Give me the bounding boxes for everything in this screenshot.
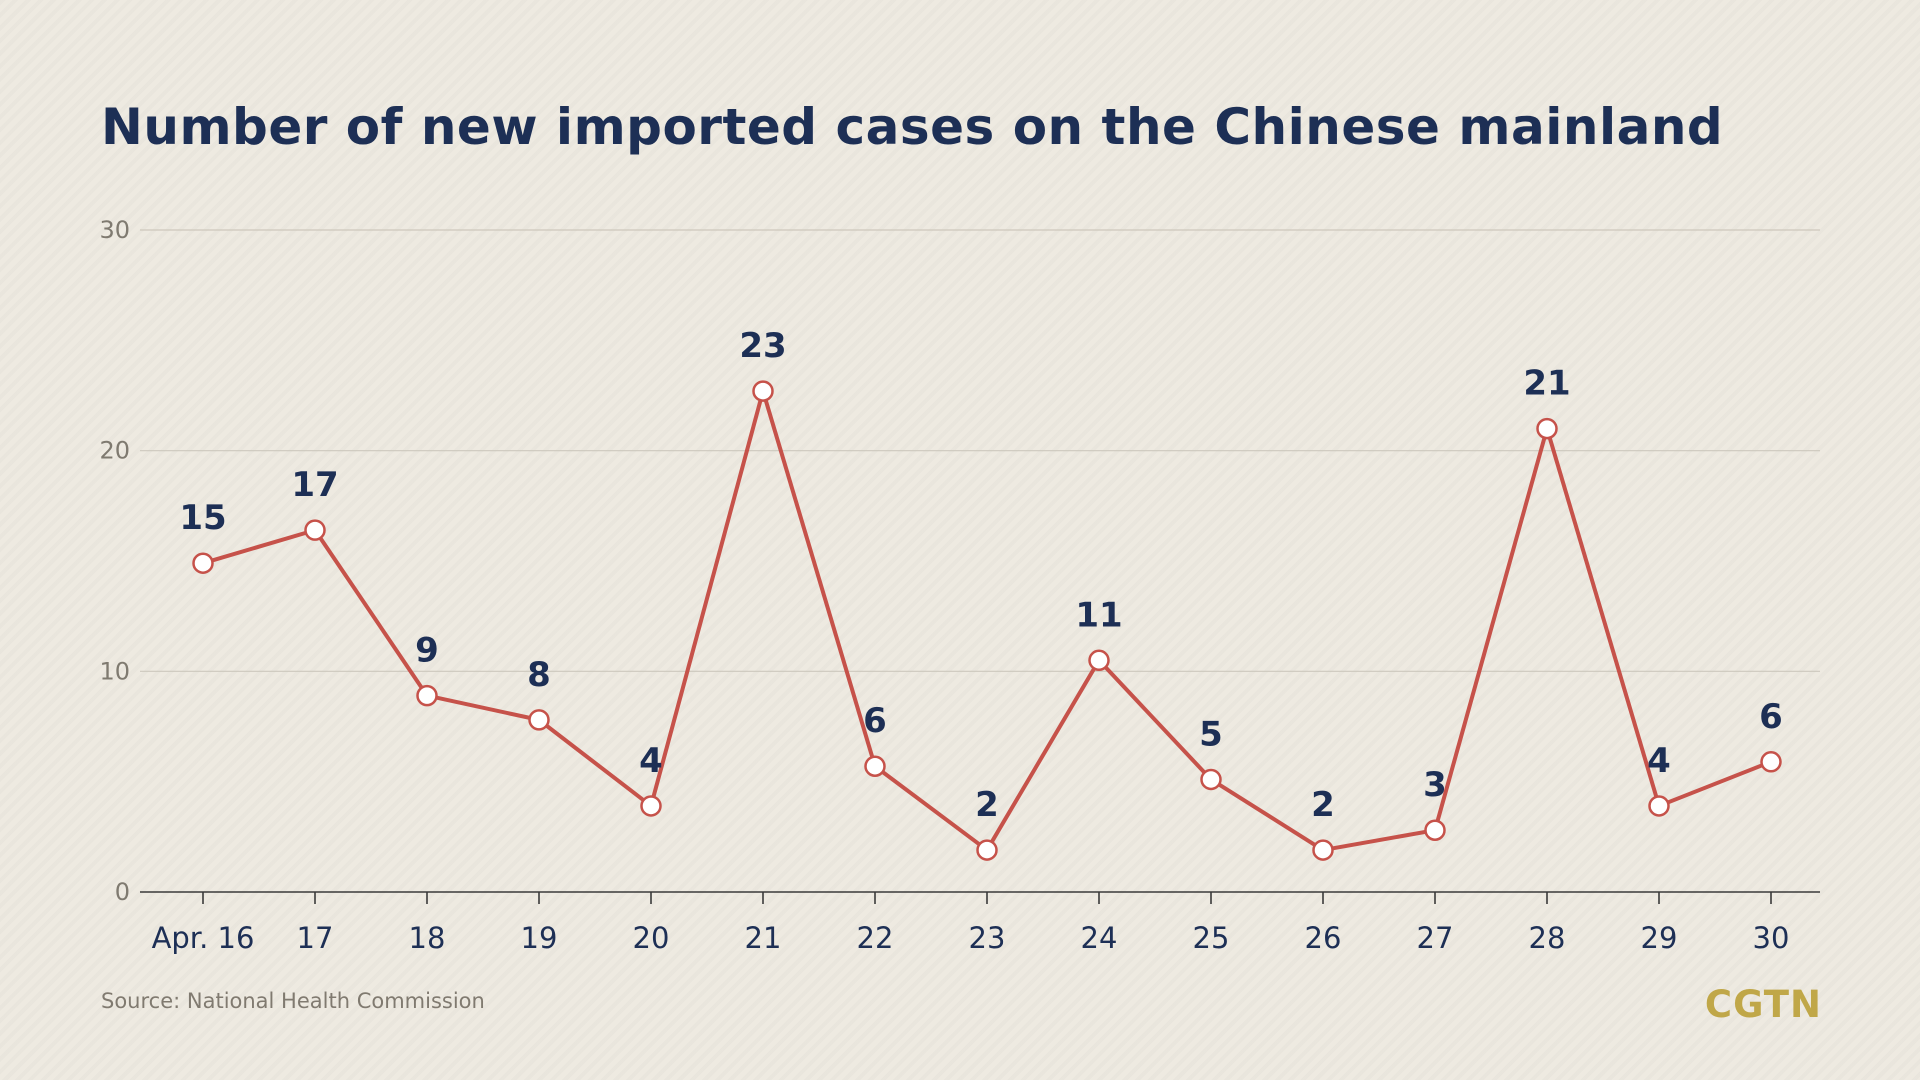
x-tick-label-9: 25 [1193, 921, 1230, 955]
data-point-0 [192, 552, 214, 574]
x-axis-tick-labels: Apr. 16 17 18 19 20 21 22 23 24 25 26 27 28 29 30 [152, 921, 1790, 955]
data-label-0: 15 [179, 498, 226, 538]
source-note: Source: National Health Commission [101, 989, 485, 1013]
x-tick-label-7: 23 [969, 921, 1006, 955]
data-label-5: 23 [739, 326, 786, 366]
data-point-7 [976, 839, 998, 861]
x-tick-label-5: 21 [745, 921, 782, 955]
x-tick-label-8: 24 [1081, 921, 1118, 955]
series-line [202, 389, 1772, 853]
data-label-9: 5 [1199, 714, 1223, 754]
data-point-10 [1312, 839, 1334, 861]
x-tick-label-6: 22 [857, 921, 894, 955]
data-point-14 [1760, 751, 1782, 773]
x-tick-label-14: 30 [1753, 921, 1790, 955]
x-tick-label-13: 29 [1641, 921, 1678, 955]
data-point-1 [304, 519, 326, 541]
data-point-3 [528, 709, 550, 731]
data-label-2: 9 [415, 631, 439, 671]
data-label-6: 6 [863, 701, 887, 741]
data-point-2 [416, 684, 438, 707]
data-label-7: 2 [975, 785, 999, 825]
x-tick-label-10: 26 [1305, 921, 1342, 955]
x-tick-label-4: 20 [633, 921, 670, 955]
data-point-13 [1648, 795, 1670, 817]
data-point-11 [1424, 819, 1446, 841]
x-tick-label-2: 18 [409, 921, 446, 955]
y-tick-label-30: 30 [99, 216, 130, 244]
x-tick-label-1: 17 [297, 921, 334, 955]
cgtn-logo: CGTN [1704, 983, 1822, 1026]
y-tick-label-0: 0 [115, 878, 130, 906]
data-label-13: 4 [1647, 741, 1671, 781]
data-label-3: 8 [527, 655, 551, 695]
data-point-5 [752, 380, 774, 402]
data-point-9 [1200, 768, 1222, 791]
y-axis-tick-labels: 0 10 20 30 [99, 216, 130, 906]
data-label-10: 2 [1311, 785, 1335, 825]
data-label-4: 4 [639, 741, 663, 781]
data-point-8 [1088, 649, 1110, 672]
x-tick-label-11: 27 [1417, 921, 1454, 955]
data-point-12 [1536, 417, 1558, 440]
x-tick-label-12: 28 [1529, 921, 1566, 955]
data-label-8: 11 [1075, 595, 1122, 635]
y-tick-label-10: 10 [99, 657, 130, 685]
gridlines [140, 229, 1820, 672]
data-label-14: 6 [1759, 697, 1783, 737]
data-label-12: 21 [1523, 364, 1570, 404]
chart-title: Number of new imported cases on the Chin… [101, 98, 1724, 156]
data-label-1: 17 [291, 465, 338, 505]
data-points [192, 380, 1782, 861]
y-tick-label-20: 20 [99, 437, 130, 465]
x-axis-ticks [202, 892, 1772, 904]
data-point-6 [864, 755, 886, 777]
x-tick-label-0: Apr. 16 [152, 921, 255, 955]
x-tick-label-3: 19 [521, 921, 558, 955]
data-label-11: 3 [1423, 765, 1447, 805]
data-point-4 [640, 795, 662, 817]
